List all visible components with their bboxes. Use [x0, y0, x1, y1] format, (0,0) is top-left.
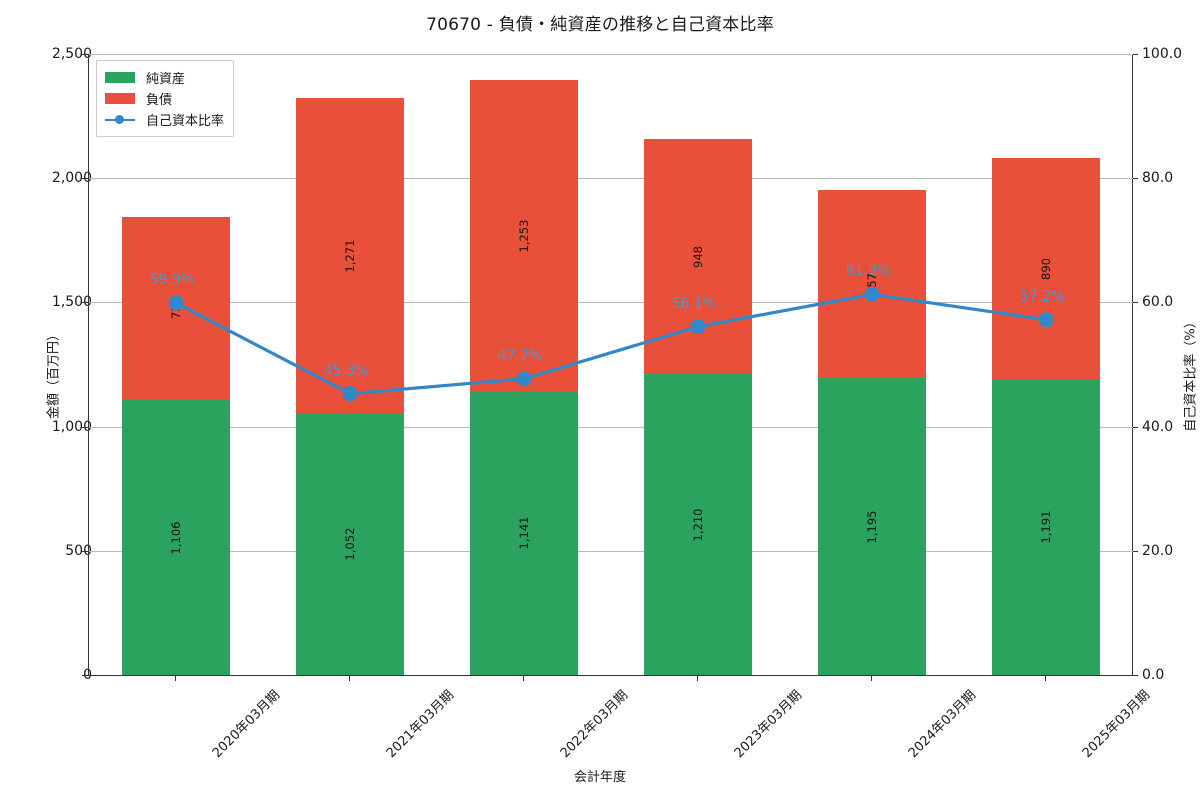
bar-value-label-equity: 1,106 — [169, 521, 183, 555]
gridline — [89, 178, 1133, 180]
x-axis-tick-mark — [871, 675, 872, 681]
legend-item[interactable]: 純資産 — [105, 67, 224, 88]
y-axis-left-tick-mark — [82, 178, 88, 180]
y-axis-right-tick-mark — [1132, 426, 1138, 428]
y-axis-right-label: 自己資本比率（%） — [1183, 315, 1199, 432]
red-square-swatch-icon — [105, 93, 135, 104]
legend-item-label: 自己資本比率 — [146, 114, 225, 129]
x-axis-tick-mark — [175, 675, 176, 681]
legend-item[interactable]: 自己資本比率 — [105, 109, 224, 130]
y-axis-right-tick-label: 0.0 — [1142, 667, 1165, 683]
x-axis-label: 会計年度 — [573, 770, 626, 785]
gridline — [89, 426, 1133, 428]
x-axis-tick-mark — [523, 675, 524, 681]
chart-title: 70670 - 負債・純資産の推移と自己資本比率 — [426, 15, 774, 35]
bar-value-label-liability: 1,253 — [517, 219, 531, 253]
blue-line-marker-icon — [105, 114, 135, 125]
x-axis-tick-mark — [1045, 675, 1046, 681]
gridline — [89, 302, 1133, 304]
chart-legend: 純資産負債自己資本比率 — [96, 60, 235, 137]
legend-item[interactable]: 負債 — [105, 88, 224, 109]
x-axis-tick-mark — [697, 675, 698, 681]
y-axis-right-tick-mark — [1132, 178, 1138, 180]
y-axis-right-spine — [1132, 54, 1133, 676]
y-axis-left-tick-mark — [82, 550, 88, 552]
ratio-value-label: 45.3% — [323, 362, 369, 379]
y-axis-right-tick-label: 60.0 — [1142, 294, 1174, 311]
x-axis-tick-label: 2021年03月期 — [383, 687, 458, 762]
bar-value-label-equity: 1,141 — [517, 516, 531, 550]
legend-item-label: 純資産 — [146, 72, 186, 87]
y-axis-right-tick-label: 80.0 — [1142, 170, 1174, 187]
y-axis-right-tick-label: 40.0 — [1142, 418, 1174, 435]
legend-item-label: 負債 — [146, 93, 173, 108]
bar-segment-equity[interactable] — [470, 391, 578, 675]
y-axis-right-tick-mark — [1132, 675, 1138, 676]
x-axis-tick-label: 2022年03月期 — [557, 687, 632, 762]
bar-segment-equity[interactable] — [122, 400, 230, 675]
x-axis-tick-label: 2023年03月期 — [731, 687, 806, 762]
x-axis-tick-mark — [349, 675, 350, 681]
y-axis-left-tick-mark — [82, 54, 88, 55]
x-axis-tick-label: 2025年03月期 — [1079, 687, 1154, 762]
plot-inner: 1,106 739 1,052 1,271 1,141 1,253 1,210 948 1,19… — [89, 54, 1133, 675]
y-axis-right-tick-label: 20.0 — [1142, 542, 1174, 559]
y-axis-right-tick-label: 100.0 — [1142, 46, 1183, 62]
y-axis-left-tick-mark — [82, 675, 88, 676]
y-axis-left-tick-label: 1,500 — [51, 294, 92, 311]
bar-segment-equity[interactable] — [644, 374, 752, 675]
y-axis-left-tick-label: 500 — [65, 542, 92, 559]
y-axis-left-tick-label: 0 — [83, 667, 92, 683]
y-axis-left-tick-label: 2,000 — [51, 170, 92, 187]
y-axis-right-tick-mark — [1132, 550, 1138, 552]
green-square-swatch-icon — [105, 72, 135, 83]
bar-value-label-liability: 890 — [1039, 257, 1053, 280]
y-axis-left-label: 金額（百万円） — [46, 328, 62, 420]
y-axis-right-tick-mark — [1132, 302, 1138, 304]
plot-area: 1,106 739 1,052 1,271 1,141 1,253 1,210 948 1,19… — [88, 54, 1133, 676]
bar-value-label-equity: 1,052 — [343, 527, 357, 561]
bar-segment-equity[interactable] — [992, 379, 1100, 675]
ratio-line-series — [168, 286, 1054, 402]
bar-value-label-liability: 739 — [169, 297, 183, 320]
bar-value-label-liability: 1,271 — [343, 239, 357, 273]
x-axis-tick-label: 2024年03月期 — [905, 687, 980, 762]
y-axis-right-tick-mark — [1132, 54, 1138, 55]
bar-segment-equity[interactable] — [818, 378, 926, 675]
bar-value-label-equity: 1,210 — [691, 508, 705, 542]
legend-line-dot — [115, 115, 124, 124]
ratio-value-label: 47.7% — [497, 347, 543, 364]
x-axis-tick-label: 2020年03月期 — [209, 687, 284, 762]
bar-value-label-equity: 1,195 — [865, 510, 879, 544]
y-axis-left-tick-mark — [82, 426, 88, 428]
y-axis-left-tick-label: 2,500 — [51, 46, 92, 62]
y-axis-left-tick-label: 1,000 — [51, 418, 92, 435]
bar-segment-equity[interactable] — [296, 413, 404, 675]
ratio-value-label: 61.3% — [845, 263, 891, 280]
bar-value-label-equity: 1,191 — [1039, 510, 1053, 544]
gridline — [89, 54, 1133, 55]
ratio-value-label: 57.2% — [1019, 288, 1065, 305]
y-axis-left-tick-mark — [82, 302, 88, 304]
ratio-value-label: 56.1% — [671, 295, 717, 312]
bar-value-label-liability: 948 — [691, 245, 705, 268]
gridline — [89, 550, 1133, 552]
ratio-value-label: 59.9% — [149, 272, 195, 289]
